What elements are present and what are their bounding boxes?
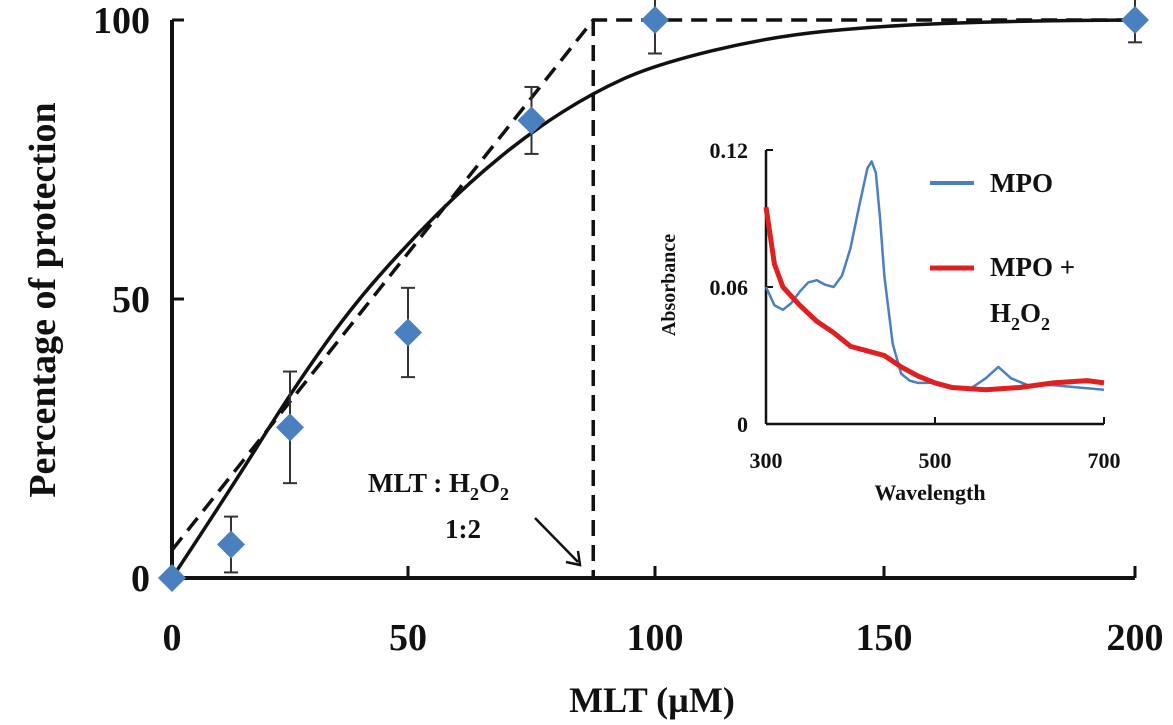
annotation-arrow-head bbox=[565, 550, 582, 567]
inset-series bbox=[763, 160, 1105, 393]
inset-series-mpo bbox=[764, 160, 1105, 391]
legend-label-mpo-h2o2-line1: MPO + bbox=[990, 252, 1075, 282]
ratio-annotation: MLT : H2O2 1:2 bbox=[368, 468, 582, 567]
y-axis-title: Percentage of protection bbox=[22, 102, 64, 497]
x-tick-label: 0 bbox=[163, 617, 182, 659]
annotation-mid: O bbox=[479, 468, 500, 498]
legend-label-mpo-h2o2-line2: H2O2 bbox=[990, 298, 1050, 334]
inset-chart: 300 500 700 0 0.06 0.12 Wavelength Absorbance… bbox=[658, 138, 1121, 505]
data-point bbox=[217, 530, 245, 559]
annotation-arrow-shaft bbox=[534, 517, 579, 563]
inset-background bbox=[766, 150, 1106, 425]
data-point bbox=[276, 413, 304, 442]
x-tick-label: 50 bbox=[389, 617, 427, 659]
x-tick-label: 200 bbox=[1107, 617, 1164, 659]
inset-series-mpo-h2o2 bbox=[763, 206, 1105, 393]
data-points bbox=[158, 6, 1149, 592]
data-point bbox=[641, 6, 669, 34]
data-point bbox=[158, 564, 186, 592]
data-point bbox=[394, 318, 422, 347]
inset-legend: MPO MPO + H2O2 bbox=[930, 168, 1075, 334]
x-tick-label: 100 bbox=[627, 617, 684, 659]
dashed-reference-lines bbox=[170, 18, 1135, 578]
x-tick-label: 150 bbox=[856, 617, 913, 659]
legend-o: O bbox=[1020, 298, 1041, 328]
inset-x-tick-label: 500 bbox=[919, 448, 952, 473]
inset-x-tick-label: 300 bbox=[750, 448, 783, 473]
data-point bbox=[517, 106, 546, 135]
legend-sub1: 2 bbox=[1011, 314, 1020, 334]
main-ticks: 0 50 100 150 200 0 50 100 bbox=[93, 0, 1164, 659]
legend-h: H bbox=[990, 298, 1011, 328]
annotation-sub2: 2 bbox=[500, 484, 509, 504]
inset-y-tick-label: 0.12 bbox=[710, 138, 749, 163]
inset-y-title: Absorbance bbox=[658, 234, 680, 336]
annotation-sub1: 2 bbox=[470, 484, 479, 504]
legend-label-mpo: MPO bbox=[990, 168, 1053, 198]
x-axis-title: MLT (µM) bbox=[569, 680, 735, 720]
inset-ticks: 300 500 700 0 0.06 0.12 bbox=[710, 138, 1121, 473]
y-tick-label: 0 bbox=[131, 558, 150, 600]
inset-x-tick-label: 700 bbox=[1088, 448, 1121, 473]
annotation-main: MLT : H bbox=[368, 468, 470, 498]
data-point bbox=[1121, 6, 1149, 34]
annotation-line2: 1:2 bbox=[445, 514, 481, 544]
inset-x-title: Wavelength bbox=[874, 480, 985, 505]
y-tick-label: 50 bbox=[112, 279, 150, 321]
inset-y-tick-label: 0.06 bbox=[710, 275, 749, 300]
inset-y-tick-label: 0 bbox=[737, 412, 748, 437]
y-tick-label: 100 bbox=[93, 0, 150, 42]
legend-sub2: 2 bbox=[1041, 314, 1050, 334]
annotation-line1: MLT : H2O2 bbox=[368, 468, 509, 504]
